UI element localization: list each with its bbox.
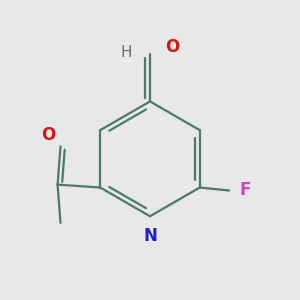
Text: O: O <box>165 38 179 56</box>
Text: O: O <box>42 125 56 143</box>
Text: F: F <box>239 182 251 200</box>
Text: N: N <box>143 226 157 244</box>
Text: H: H <box>121 45 132 60</box>
